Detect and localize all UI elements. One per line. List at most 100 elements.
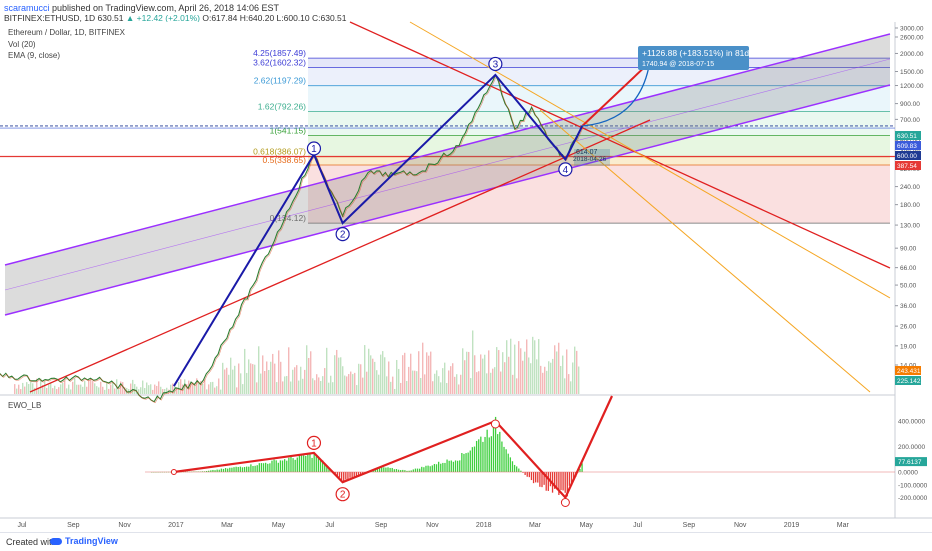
volume-bar	[452, 363, 454, 394]
ewo-bar	[353, 472, 355, 479]
volume-bar	[458, 384, 460, 394]
wave-label-circle	[306, 141, 322, 156]
volume-bar	[212, 381, 214, 394]
volume-bar	[366, 371, 368, 394]
ewo-bar	[560, 472, 562, 491]
ewo-bar	[437, 461, 440, 472]
ewo-bar	[558, 472, 560, 496]
volume-bar	[28, 384, 30, 394]
volume-bar	[418, 351, 420, 394]
volume-bar	[150, 384, 152, 394]
volume-bar	[342, 366, 344, 394]
volume-bar	[524, 351, 526, 394]
volume-bar	[134, 384, 136, 394]
volume-bar	[372, 358, 374, 394]
volume-bar	[504, 362, 506, 394]
volume-bar	[148, 385, 150, 394]
ewo-bar	[283, 459, 286, 472]
volume-bar	[348, 374, 350, 394]
volume-bar	[62, 382, 64, 394]
time-tick-label: Mar	[221, 522, 234, 529]
volume-bar	[352, 374, 354, 394]
ewo-bar	[378, 468, 381, 472]
volume-bar	[26, 382, 28, 394]
legend-vol: Vol (20)	[8, 40, 36, 49]
ema-line	[0, 75, 584, 404]
time-tick-label: Jul	[325, 522, 334, 529]
ewo-bar	[307, 454, 309, 472]
volume-bar	[326, 347, 328, 394]
time-tick-label: 2017	[168, 522, 184, 529]
ewo-bar	[400, 470, 402, 472]
price-tick-label: 900.00	[900, 101, 920, 108]
volume-bar	[42, 384, 44, 394]
ewo-bar	[541, 472, 543, 488]
ewo-label-text: 2	[340, 490, 346, 501]
ewo-bar	[227, 468, 229, 472]
volume-bar	[474, 355, 476, 394]
volume-bar	[266, 361, 268, 394]
ewo-bar	[229, 467, 231, 472]
tradingview-logo[interactable]: TradingView	[50, 536, 118, 546]
ewo-bar	[309, 453, 311, 472]
channel-mid-line	[4, 58, 891, 291]
time-tick-label: Nov	[734, 522, 747, 529]
ewo-bar	[317, 456, 320, 472]
volume-bar	[132, 379, 134, 394]
volume-bar	[190, 383, 192, 394]
projection-curve	[582, 62, 651, 127]
volume-bar	[438, 376, 440, 394]
ewo-bar	[488, 437, 490, 472]
volume-bar	[158, 381, 160, 394]
volume-bar	[556, 351, 558, 394]
chart-header: scaramucci published on TradingView.com,…	[0, 0, 932, 23]
volume-bar	[430, 351, 432, 394]
volume-bar	[460, 374, 462, 394]
ewo-bar	[292, 458, 294, 472]
ewo-bar	[579, 468, 581, 472]
publish-info: published on TradingView.com, April 26, …	[49, 3, 279, 13]
volume-bar	[272, 353, 274, 394]
ewo-bar	[347, 472, 349, 481]
fib-level-label: 0(134.12)	[270, 213, 307, 223]
volume-bar	[22, 382, 24, 394]
fib-level-label: 2.62(1197.29)	[254, 76, 306, 86]
ewo-bar	[427, 465, 429, 472]
volume-bar	[44, 381, 46, 394]
ewo-bar	[516, 466, 518, 472]
ewo-label-circle	[306, 435, 322, 450]
price-tick-label: 1500.00	[900, 69, 924, 76]
volume-bar	[434, 373, 436, 394]
volume-bar	[450, 366, 452, 394]
ewo-bar	[562, 472, 564, 491]
volume-bar	[384, 357, 386, 394]
volume-bar	[346, 376, 348, 394]
volume-bar	[54, 385, 56, 394]
volume-bar	[114, 388, 116, 394]
price-tick-label: 26.00	[900, 324, 917, 331]
chart-canvas[interactable]: 4.25(1857.49)3.62(1602.32)2.62(1197.29)1…	[0, 0, 932, 532]
volume-bar	[480, 354, 482, 394]
time-tick-label: Nov	[426, 522, 439, 529]
volume-bar	[340, 357, 342, 394]
volume-bar	[398, 368, 400, 394]
ewo-bar	[298, 455, 301, 472]
volume-bar	[298, 380, 300, 394]
ewo-bar	[465, 453, 467, 472]
volume-bar	[186, 384, 188, 394]
legend-title: Ethereum / Dollar, 1D, BITFINEX	[8, 28, 125, 37]
author-link[interactable]: scaramucci	[4, 3, 50, 13]
volume-bar	[360, 364, 362, 394]
ewo-bar	[208, 470, 210, 472]
projection-callout-text: +1126.88 (+183.51%) in 81d	[642, 48, 749, 58]
ewo-bar	[315, 456, 317, 472]
price-tick-label: 3000.00	[900, 26, 924, 33]
volume-bar	[140, 387, 142, 394]
volume-bar	[422, 342, 424, 394]
time-tick-label: Jul	[18, 522, 27, 529]
volume-bar	[306, 345, 308, 394]
price-tag	[895, 141, 921, 150]
price-tag	[895, 151, 921, 160]
volume-bar	[518, 341, 520, 394]
ewo-bar	[231, 467, 233, 472]
